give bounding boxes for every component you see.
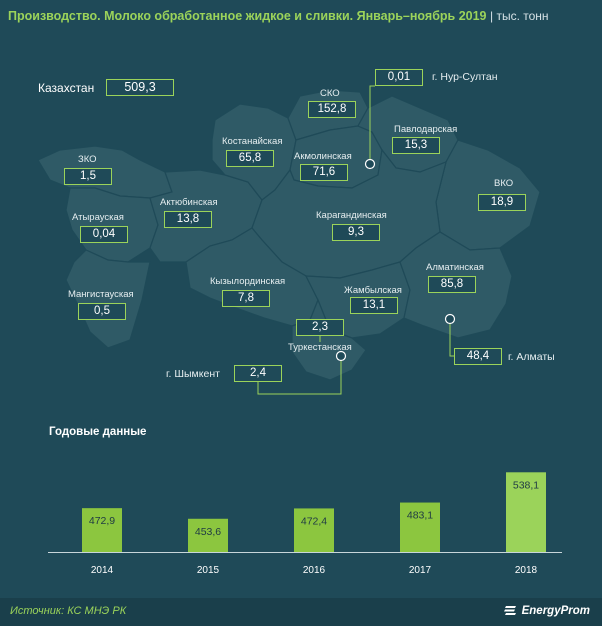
bar-value-label-2015: 453,6 — [195, 526, 221, 538]
annual-chart-title: Годовые данные — [49, 426, 147, 438]
region-name-atyrau: Атырауская — [72, 212, 124, 223]
region-name-kyzylorda: Кызылординская — [210, 276, 286, 287]
city-value-almaty: 48,4 — [454, 348, 502, 365]
title-text: Производство. Молоко обработанное жидкое… — [8, 9, 487, 23]
region-value-karaganda: 9,3 — [332, 224, 380, 241]
region-name-sko: СКО — [320, 88, 340, 99]
region-value-mangistau: 0,5 — [78, 303, 126, 320]
city-value-shymkent: 2,4 — [234, 365, 282, 382]
tick-label-2018: 2018 — [515, 565, 538, 576]
region-value-aktobe: 13,8 — [164, 211, 212, 228]
header: Производство. Молоко обработанное жидкое… — [0, 0, 602, 36]
city-name-shymkent: г. Шымкент — [166, 368, 220, 380]
tick-label-2016: 2016 — [303, 565, 326, 576]
region-name-aktobe: Актюбинская — [160, 197, 218, 208]
brand-name: EnergyProm — [521, 605, 590, 617]
region-name-kostanay: Костанайская — [222, 136, 283, 147]
almaty-leader — [449, 324, 454, 357]
region-value-zhambyl: 13,1 — [350, 297, 398, 314]
region-name-mangistau: Мангистауская — [68, 289, 134, 300]
page-title: Производство. Молоко обработанное жидкое… — [8, 9, 549, 23]
bar-2016 — [294, 508, 334, 552]
kazakhstan-label: Казахстан — [38, 81, 95, 95]
region-name-pavlodar: Павлодарская — [394, 124, 458, 135]
region-value-kyzylorda: 7,8 — [222, 290, 270, 307]
annual-bar-chart: 472,9 2014 453,6 2015 472,4 2016 483,1 2017 538,… — [48, 472, 562, 576]
region-value-akmola: 71,6 — [300, 164, 348, 181]
region-mangistau — [65, 249, 151, 349]
region-value-sko: 152,8 — [308, 101, 356, 118]
brand-mark-icon — [503, 606, 516, 615]
bar-2014 — [82, 508, 122, 552]
region-name-zko: ЗКО — [78, 154, 97, 165]
region-name-zhambyl: Жамбылская — [344, 285, 402, 296]
region-value-turkestan: 2,3 — [296, 319, 344, 336]
bar-2018 — [506, 472, 546, 552]
bar-value-label-2014: 472,9 — [89, 515, 115, 527]
region-value-zko: 1,5 — [64, 168, 112, 185]
nur-sultan-marker — [364, 158, 376, 170]
brand-logo: EnergyProm — [503, 604, 590, 617]
city-name-nur-sultan: г. Нур-Султан — [432, 71, 498, 83]
city-name-almaty: г. Алматы — [508, 351, 555, 363]
source-note: Источник: КС МНЭ РК — [10, 605, 127, 617]
region-value-pavlodar: 15,3 — [392, 137, 440, 154]
region-name-akmola: Акмолинская — [294, 151, 352, 162]
bar-value-label-2016: 472,4 — [301, 515, 327, 527]
region-value-almaty-region: 85,8 — [428, 276, 476, 293]
region-name-karaganda: Карагандинская — [316, 210, 387, 221]
region-value-kostanay: 65,8 — [226, 150, 274, 167]
bar-2015 — [188, 518, 228, 552]
bar-2017 — [400, 502, 440, 552]
almaty-marker — [444, 313, 456, 325]
tick-label-2015: 2015 — [197, 565, 220, 576]
region-name-vko: ВКО — [494, 178, 514, 189]
bar-value-label-2018: 538,1 — [513, 479, 539, 491]
region-value-atyrau: 0,04 — [80, 226, 128, 243]
region-name-turkestan: Туркестанская — [288, 342, 352, 353]
city-value-nur-sultan: 0,01 — [375, 69, 423, 86]
kazakhstan-value: 509,3 — [106, 79, 174, 96]
shymkent-marker — [335, 350, 347, 362]
tick-label-2014: 2014 — [91, 565, 114, 576]
shymkent-leader — [257, 361, 342, 395]
bar-value-label-2017: 483,1 — [407, 510, 433, 522]
nur-sultan-leader — [369, 85, 375, 159]
unit-label: | тыс. тонн — [490, 9, 549, 23]
region-value-vko: 18,9 — [478, 194, 526, 211]
tick-label-2017: 2017 — [409, 565, 432, 576]
footer: Источник: КС МНЭ РК EnergyProm — [0, 598, 602, 626]
region-name-almaty: Алматинская — [426, 262, 484, 273]
region-atyrau — [65, 187, 159, 263]
